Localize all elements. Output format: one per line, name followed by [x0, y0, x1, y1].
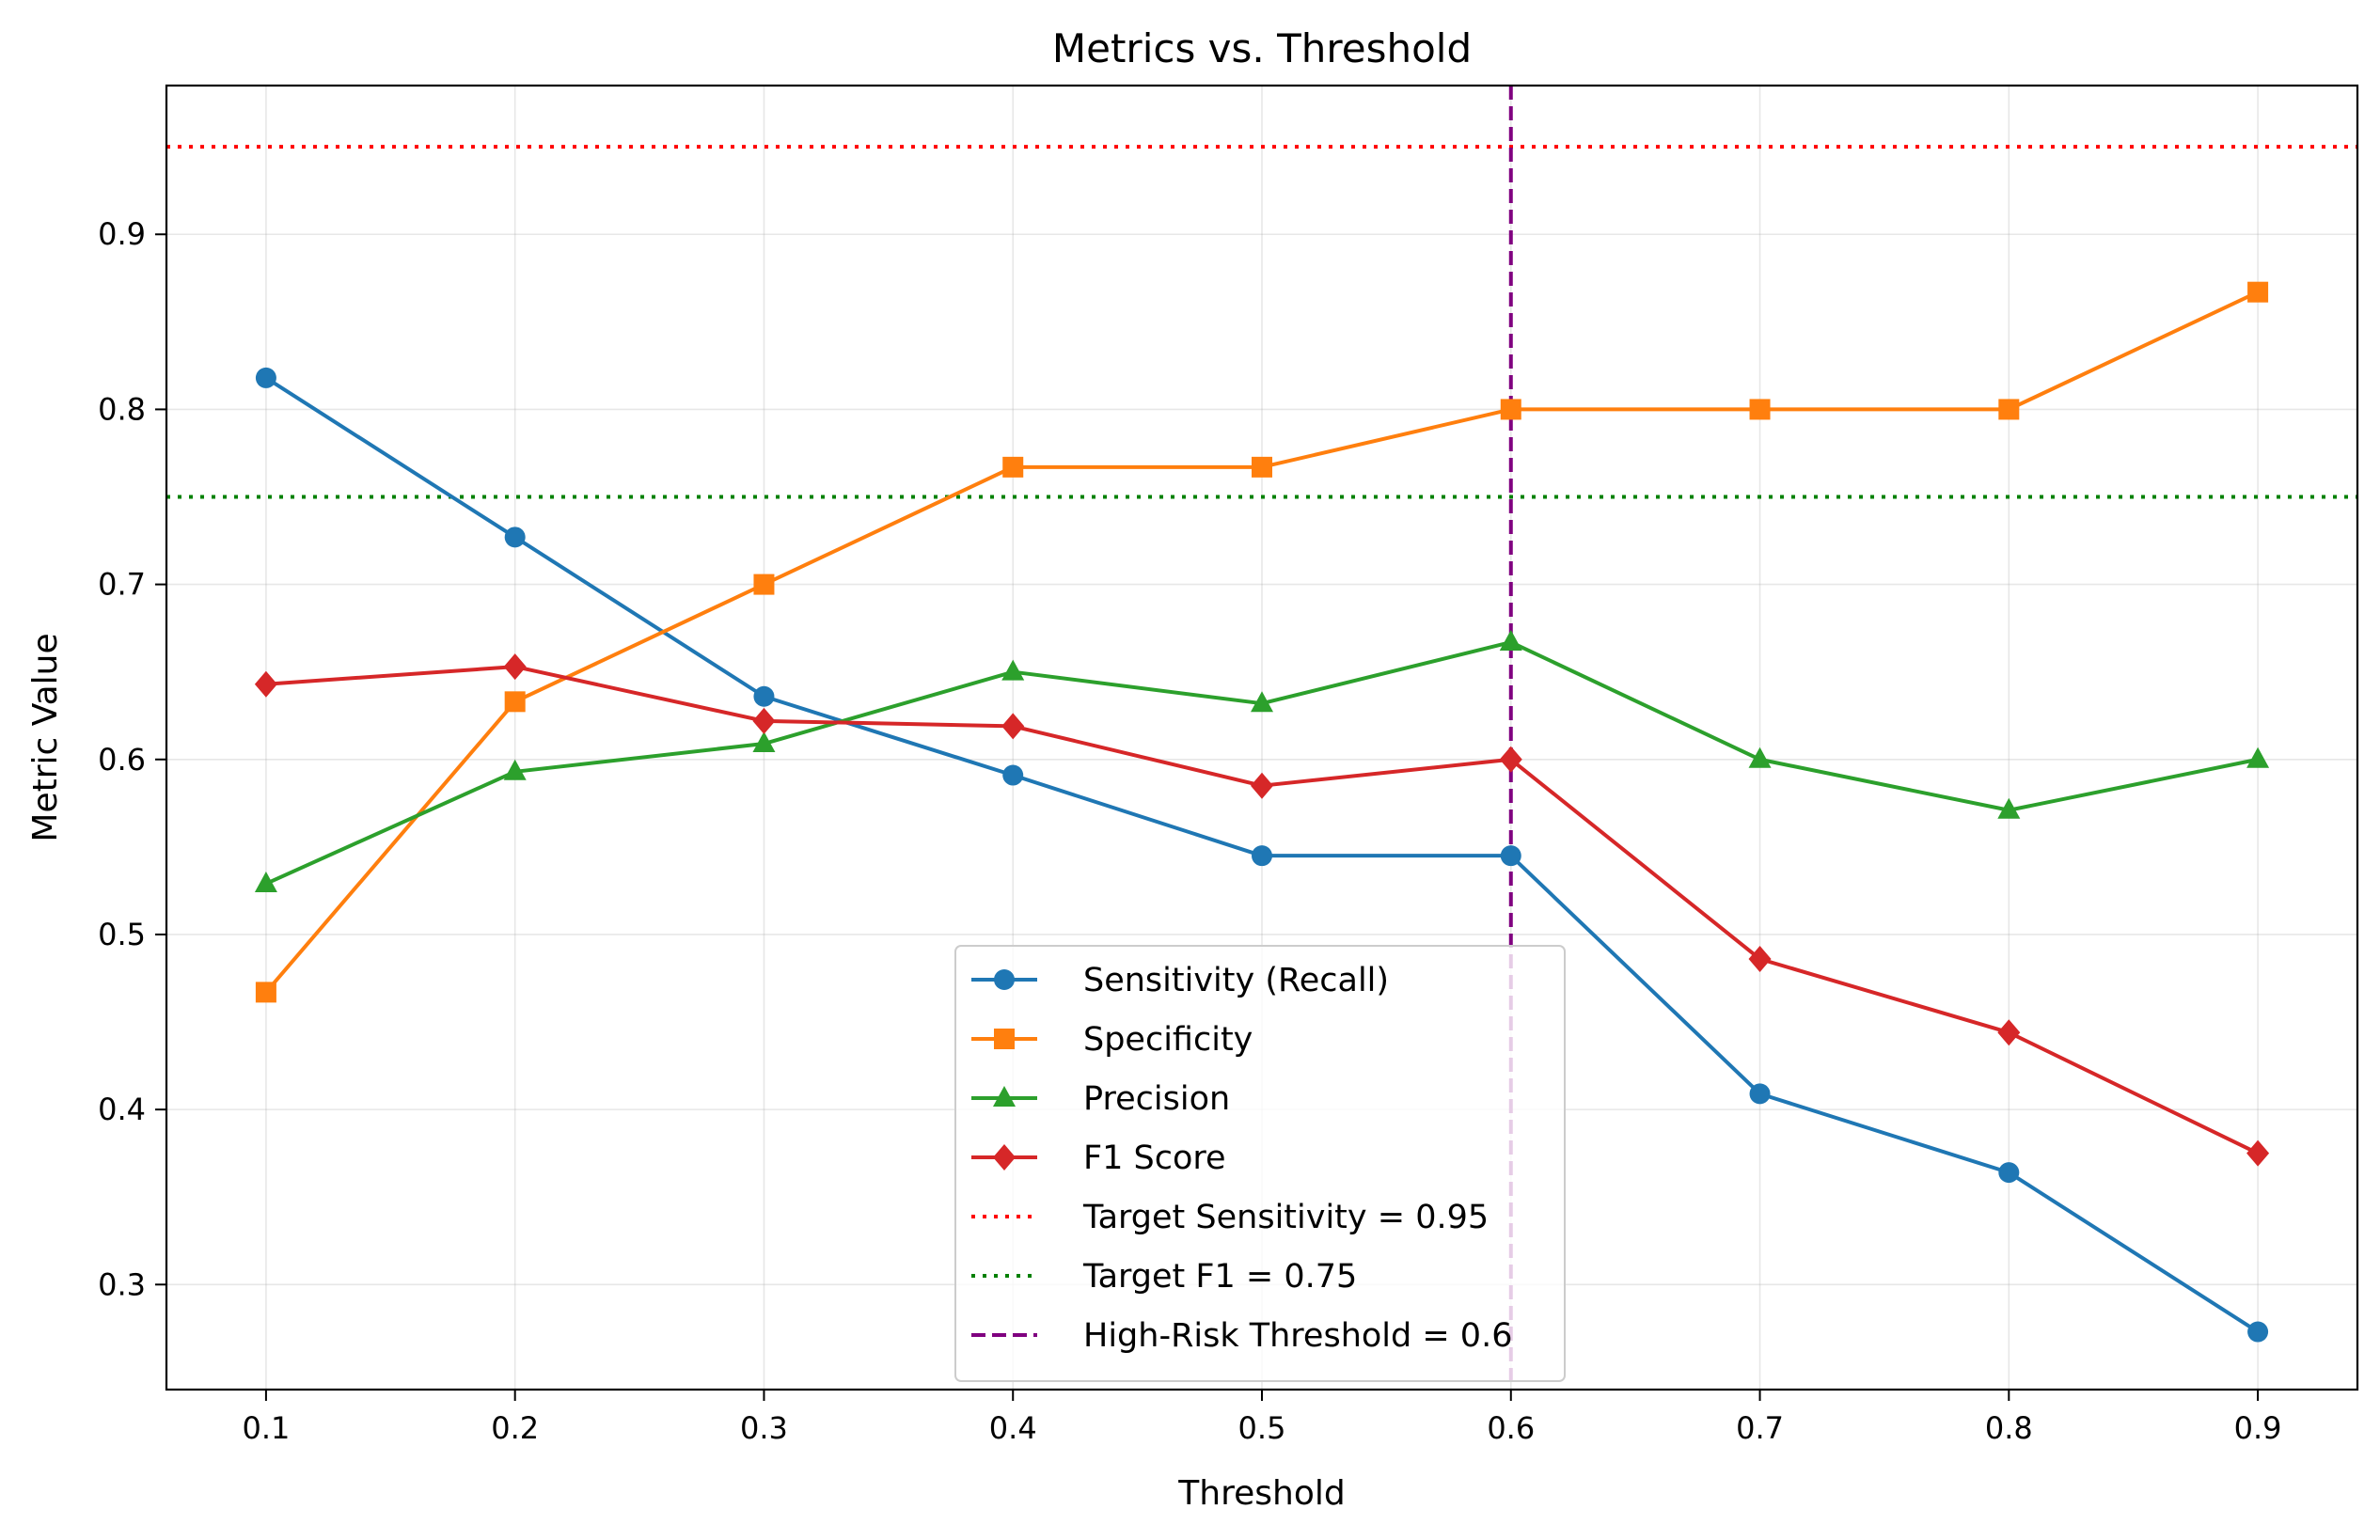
- data-point-f1-score: [2246, 1139, 2270, 1167]
- y-tick-label: 0.6: [98, 742, 146, 778]
- legend-label: Precision: [1083, 1080, 1230, 1118]
- data-point-sensitivity-recall: [504, 526, 526, 548]
- data-point-specificity: [753, 574, 775, 595]
- legend-label: Target F1 = 0.75: [1082, 1258, 1357, 1296]
- x-tick-label: 0.9: [2234, 1410, 2282, 1446]
- data-point-specificity: [1002, 456, 1024, 478]
- data-point-specificity: [1500, 399, 1521, 420]
- x-tick-label: 0.2: [491, 1410, 539, 1446]
- y-tick-label: 0.9: [98, 216, 146, 252]
- data-point-f1-score: [1748, 946, 1772, 973]
- x-tick-label: 0.4: [989, 1410, 1037, 1446]
- data-point-precision: [254, 871, 277, 892]
- legend: Sensitivity (Recall) Specificity Precision…: [954, 945, 1566, 1382]
- y-tick-label: 0.3: [98, 1266, 146, 1302]
- data-point-sensitivity-recall: [1002, 764, 1024, 786]
- data-point-sensitivity-recall: [255, 367, 276, 388]
- data-point-specificity: [255, 982, 276, 1003]
- x-tick-label: 0.3: [740, 1410, 788, 1446]
- series-lines: [254, 281, 2270, 1343]
- data-point-f1-score: [1251, 772, 1273, 799]
- data-point-precision: [1001, 659, 1025, 681]
- data-point-sensitivity-recall: [1252, 845, 1272, 867]
- data-point-precision: [2246, 746, 2270, 768]
- legend-label: F1 Score: [1083, 1139, 1226, 1177]
- data-point-f1-score: [1001, 713, 1025, 740]
- data-point-sensitivity-recall: [1749, 1083, 1771, 1105]
- chart-title: Metrics vs. Threshold: [1052, 25, 1472, 71]
- data-point-precision: [1748, 746, 1772, 768]
- data-point-specificity: [1998, 399, 2020, 420]
- data-point-f1-score: [503, 653, 527, 681]
- legend-marker-swatch: [993, 1086, 1016, 1107]
- y-axis-label: Metric Value: [26, 633, 65, 841]
- data-point-sensitivity-recall: [753, 685, 775, 707]
- data-point-specificity: [504, 691, 526, 713]
- legend-label: High-Risk Threshold = 0.6: [1083, 1317, 1512, 1355]
- x-tick-label: 0.5: [1238, 1410, 1286, 1446]
- x-tick-label: 0.6: [1487, 1410, 1535, 1446]
- legend-box: [954, 945, 1566, 1382]
- legend-marker-swatch: [994, 969, 1015, 990]
- legend-label: Specificity: [1083, 1021, 1253, 1059]
- x-tick-label: 0.8: [1985, 1410, 2033, 1446]
- data-point-precision: [503, 759, 527, 780]
- data-point-precision: [1499, 630, 1522, 652]
- legend-label: Sensitivity (Recall): [1083, 962, 1389, 999]
- data-point-f1-score: [1997, 1019, 2021, 1046]
- data-point-specificity: [1749, 399, 1771, 420]
- x-tick-label: 0.7: [1736, 1410, 1784, 1446]
- data-point-precision: [752, 731, 776, 753]
- data-point-sensitivity-recall: [1998, 1162, 2020, 1184]
- data-point-specificity: [2247, 281, 2269, 303]
- data-point-f1-score: [752, 707, 776, 734]
- data-point-specificity: [1252, 456, 1272, 478]
- legend-marker-swatch: [994, 1029, 1015, 1049]
- data-point-sensitivity-recall: [2247, 1321, 2269, 1343]
- y-tick-label: 0.8: [98, 391, 146, 427]
- data-point-f1-score: [1499, 746, 1522, 773]
- data-point-precision: [1997, 797, 2021, 819]
- data-point-precision: [1251, 691, 1273, 713]
- x-tick-label: 0.1: [242, 1410, 290, 1446]
- y-tick-label: 0.7: [98, 567, 146, 603]
- legend-label: Target Sensitivity = 0.95: [1082, 1199, 1489, 1236]
- y-tick-label: 0.4: [98, 1092, 146, 1127]
- data-point-sensitivity-recall: [1500, 845, 1521, 867]
- x-axis-label: Threshold: [1177, 1474, 1345, 1513]
- y-tick-label: 0.5: [98, 917, 146, 952]
- axis-ticks: 0.1 0.2 0.3 0.4 0.5 0.6 0.7 0.8 0.9 0.3 0.4 0.5 0.6 0…: [98, 216, 2281, 1446]
- data-point-f1-score: [254, 670, 277, 698]
- legend-marker-swatch: [993, 1144, 1016, 1171]
